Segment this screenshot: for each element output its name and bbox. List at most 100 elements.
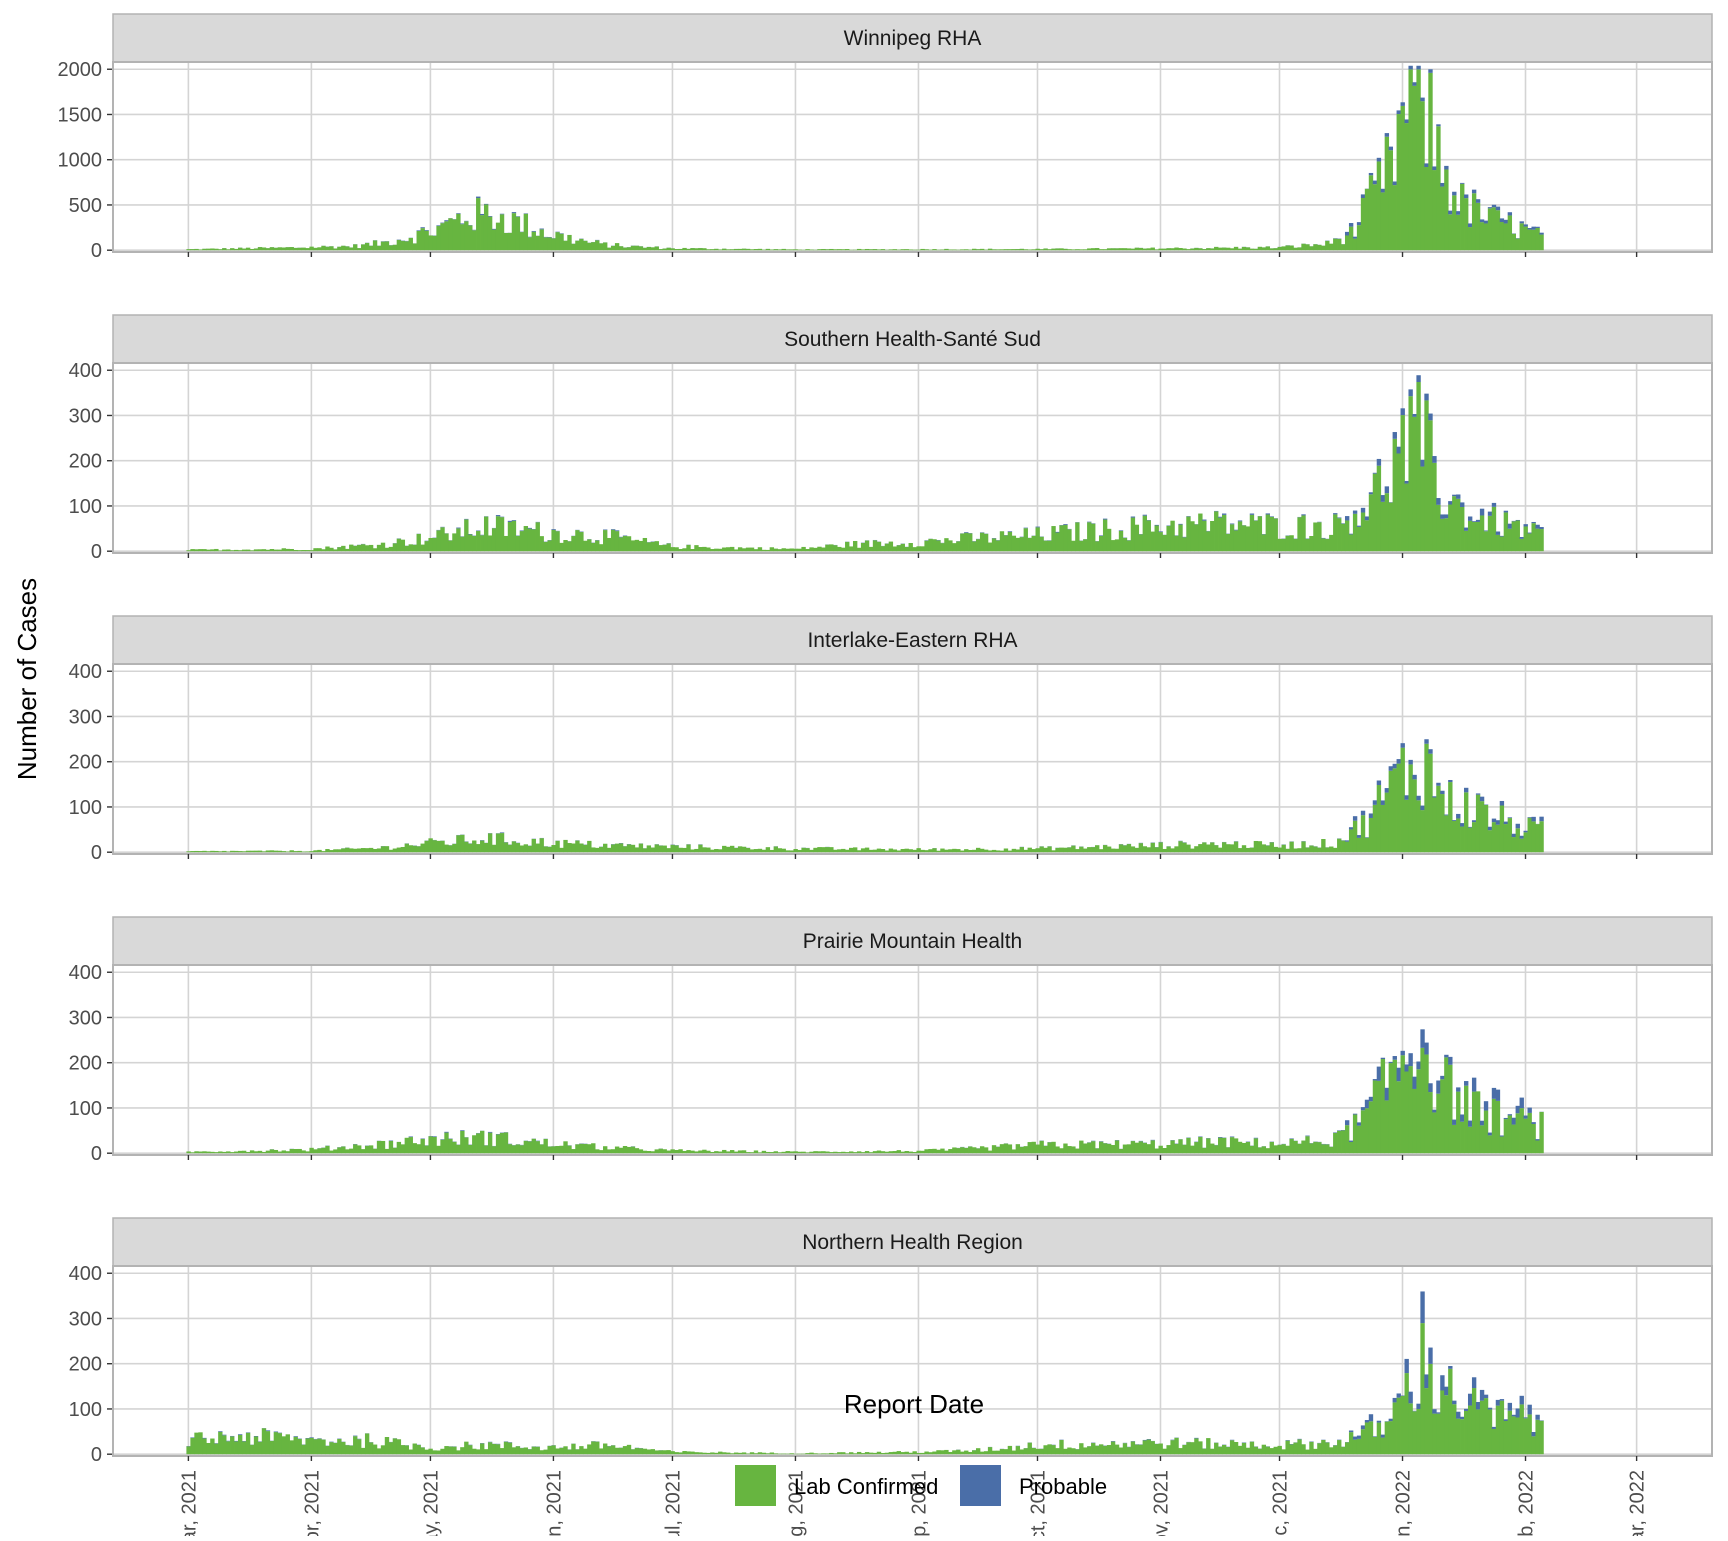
bar-probable: [1333, 1132, 1337, 1133]
bar-lab-confirmed: [1059, 1440, 1063, 1454]
bar-lab-confirmed: [599, 544, 603, 551]
bar-lab-confirmed: [1337, 1440, 1341, 1454]
x-tick-label: Jun, 2021: [543, 1470, 565, 1536]
bar-lab-confirmed: [1162, 1449, 1166, 1454]
bar-lab-confirmed: [976, 848, 980, 852]
bar-lab-confirmed: [1135, 1445, 1139, 1455]
bar-probable: [1448, 211, 1452, 215]
bar-probable: [1393, 1056, 1397, 1060]
bar-lab-confirmed: [1151, 1441, 1155, 1454]
bar-lab-confirmed: [266, 550, 270, 551]
bar-lab-confirmed: [480, 1443, 484, 1454]
bar-lab-confirmed: [1036, 1449, 1040, 1454]
bar-lab-confirmed: [1282, 246, 1286, 250]
bar-lab-confirmed: [591, 1143, 595, 1153]
bar-lab-confirmed: [345, 549, 349, 551]
bar-lab-confirmed: [1032, 1142, 1036, 1153]
bar-probable: [1535, 1139, 1539, 1140]
bar-lab-confirmed: [1492, 507, 1496, 551]
bar-lab-confirmed: [651, 542, 655, 551]
bar-lab-confirmed: [1238, 521, 1242, 551]
bar-lab-confirmed: [286, 247, 290, 250]
bar-lab-confirmed: [996, 1451, 1000, 1455]
bar-lab-confirmed: [294, 1437, 298, 1454]
bar-lab-confirmed: [615, 1448, 619, 1454]
bar-lab-confirmed: [1393, 185, 1397, 250]
bar-lab-confirmed: [250, 851, 254, 852]
bar-lab-confirmed: [1039, 537, 1043, 551]
bar-lab-confirmed: [905, 1452, 909, 1454]
bar-probable: [1488, 207, 1492, 208]
bar-lab-confirmed: [373, 1149, 377, 1153]
bar-lab-confirmed: [948, 540, 952, 551]
bar-lab-confirmed: [413, 1143, 417, 1153]
bar-lab-confirmed: [972, 1147, 976, 1153]
bar-lab-confirmed: [1420, 101, 1424, 250]
bar-lab-confirmed: [1262, 247, 1266, 250]
bar-lab-confirmed: [603, 242, 607, 250]
bar-lab-confirmed: [1535, 228, 1539, 250]
bar-lab-confirmed: [889, 1151, 893, 1153]
bar-lab-confirmed: [1516, 521, 1520, 552]
bar-lab-confirmed: [1516, 828, 1520, 852]
bar-probable: [1369, 173, 1373, 175]
bar-lab-confirmed: [373, 548, 377, 551]
bar-lab-confirmed: [464, 1137, 468, 1153]
bar-lab-confirmed: [520, 232, 524, 250]
bar-lab-confirmed: [972, 541, 976, 551]
bar-lab-confirmed: [873, 249, 877, 250]
bar-lab-confirmed: [837, 1452, 841, 1454]
bar-probable: [1361, 1107, 1365, 1110]
bar-lab-confirmed: [559, 848, 563, 852]
bar-lab-confirmed: [353, 546, 357, 551]
bar-lab-confirmed: [1063, 848, 1067, 852]
bar-lab-confirmed: [849, 848, 853, 852]
bar-probable: [1448, 1057, 1452, 1065]
bar-probable: [1428, 414, 1432, 421]
bar-lab-confirmed: [1397, 764, 1401, 853]
bar-lab-confirmed: [837, 849, 841, 852]
bar-lab-confirmed: [889, 249, 893, 250]
bar-lab-confirmed: [980, 849, 984, 852]
bar-lab-confirmed: [218, 1151, 222, 1153]
bar-lab-confirmed: [587, 841, 591, 852]
bar-lab-confirmed: [770, 1152, 774, 1153]
bar-lab-confirmed: [742, 1452, 746, 1454]
bar-lab-confirmed: [710, 850, 714, 853]
bar-lab-confirmed: [1440, 1079, 1444, 1153]
bar-lab-confirmed: [980, 1452, 984, 1455]
bar-probable: [1373, 473, 1377, 474]
bar-lab-confirmed: [722, 249, 726, 251]
bar-probable: [1539, 527, 1543, 529]
bar-lab-confirmed: [924, 541, 928, 552]
bar-lab-confirmed: [393, 1438, 397, 1454]
bar-lab-confirmed: [413, 243, 417, 250]
bar-lab-confirmed: [1119, 1149, 1123, 1153]
bar-lab-confirmed: [702, 1150, 706, 1153]
bar-lab-confirmed: [1349, 1432, 1353, 1454]
bar-lab-confirmed: [1202, 521, 1206, 551]
bar-lab-confirmed: [1151, 248, 1155, 251]
bar-lab-confirmed: [1123, 248, 1127, 250]
bar-lab-confirmed: [1389, 1421, 1393, 1454]
bar-lab-confirmed: [924, 249, 928, 250]
bar-probable: [1464, 194, 1468, 198]
bar-lab-confirmed: [1297, 848, 1301, 852]
bar-lab-confirmed: [1047, 249, 1051, 250]
bar-lab-confirmed: [635, 1148, 639, 1153]
bar-lab-confirmed: [1397, 1081, 1401, 1153]
bar-lab-confirmed: [1500, 537, 1504, 552]
bar-lab-confirmed: [1480, 222, 1484, 250]
bar-lab-confirmed: [686, 545, 690, 551]
bar-lab-confirmed: [520, 845, 524, 852]
legend-swatch-probable: [960, 1465, 1001, 1506]
bar-lab-confirmed: [258, 1442, 262, 1454]
bar-lab-confirmed: [1222, 842, 1226, 852]
bar-lab-confirmed: [325, 1146, 329, 1153]
bar-lab-confirmed: [611, 530, 615, 551]
bar-lab-confirmed: [1444, 815, 1448, 852]
bar-lab-confirmed: [1289, 535, 1293, 551]
x-tick-label: Mar, 2021: [178, 1470, 200, 1536]
bar-lab-confirmed: [734, 1152, 738, 1154]
bar-probable: [1238, 520, 1242, 521]
